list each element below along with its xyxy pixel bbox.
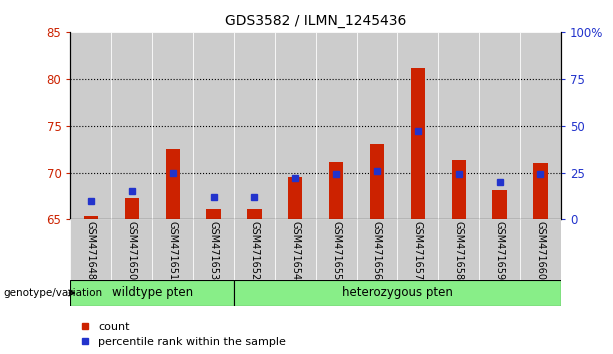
Bar xyxy=(193,32,234,219)
Text: genotype/variation: genotype/variation xyxy=(3,288,102,298)
Bar xyxy=(452,160,466,219)
Bar xyxy=(329,162,343,219)
Text: GSM471660: GSM471660 xyxy=(536,221,546,280)
Bar xyxy=(234,280,561,306)
Text: GSM471657: GSM471657 xyxy=(413,221,423,280)
Bar xyxy=(397,32,438,219)
Bar xyxy=(357,219,397,280)
Bar xyxy=(70,219,112,280)
Bar xyxy=(397,219,438,280)
Text: GSM471655: GSM471655 xyxy=(331,221,341,280)
Bar xyxy=(234,219,275,280)
Bar xyxy=(316,219,357,280)
Bar xyxy=(234,32,275,219)
Text: wildtype pten: wildtype pten xyxy=(112,286,193,299)
Bar xyxy=(152,32,193,219)
Text: GSM471654: GSM471654 xyxy=(291,221,300,280)
Text: GSM471656: GSM471656 xyxy=(372,221,382,280)
Bar xyxy=(84,216,98,219)
Bar xyxy=(357,32,397,219)
Text: GSM471658: GSM471658 xyxy=(454,221,463,280)
Bar xyxy=(152,219,193,280)
Bar xyxy=(112,32,152,219)
Bar xyxy=(124,198,139,219)
Bar xyxy=(207,209,221,219)
Bar xyxy=(275,219,316,280)
Bar xyxy=(411,68,425,219)
Bar xyxy=(520,219,561,280)
Text: heterozygous pten: heterozygous pten xyxy=(342,286,453,299)
Text: GSM471653: GSM471653 xyxy=(208,221,218,280)
Legend: count, percentile rank within the sample: count, percentile rank within the sample xyxy=(76,317,291,352)
Bar xyxy=(370,144,384,219)
Text: GSM471651: GSM471651 xyxy=(168,221,178,280)
Bar xyxy=(520,32,561,219)
Bar xyxy=(70,32,112,219)
Bar xyxy=(438,219,479,280)
Bar xyxy=(479,219,520,280)
Bar xyxy=(193,219,234,280)
Text: GSM471650: GSM471650 xyxy=(127,221,137,280)
Text: GSM471648: GSM471648 xyxy=(86,221,96,280)
Bar xyxy=(288,177,302,219)
Bar xyxy=(438,32,479,219)
Bar xyxy=(70,280,234,306)
Text: GSM471652: GSM471652 xyxy=(249,221,259,280)
Text: GSM471659: GSM471659 xyxy=(495,221,504,280)
Bar xyxy=(316,32,357,219)
Bar xyxy=(479,32,520,219)
Bar xyxy=(247,209,262,219)
Bar xyxy=(112,219,152,280)
Bar xyxy=(166,149,180,219)
Bar xyxy=(492,190,507,219)
Bar xyxy=(275,32,316,219)
Bar xyxy=(533,163,547,219)
Title: GDS3582 / ILMN_1245436: GDS3582 / ILMN_1245436 xyxy=(225,14,406,28)
